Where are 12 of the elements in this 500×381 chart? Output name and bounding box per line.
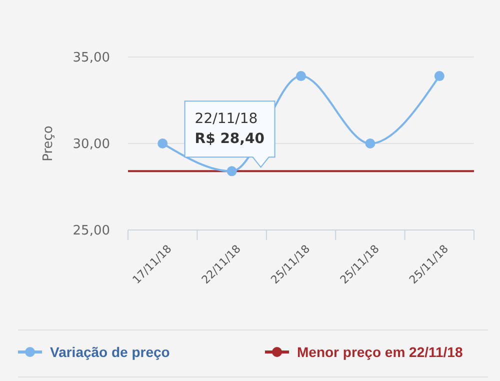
point: [365, 138, 376, 148]
y-axis-title: Preço: [41, 126, 56, 162]
legend-label: Menor preço em 22/11/18: [297, 344, 463, 360]
point: [434, 71, 444, 82]
point: [158, 138, 168, 148]
y-tick-label: 30,00: [72, 137, 110, 152]
y-tick-label: 35,00: [72, 50, 110, 66]
y-tick-label: 25,00: [72, 224, 110, 239]
point: [296, 71, 306, 82]
legend-label: Variação de preço: [50, 344, 170, 360]
point: [226, 166, 237, 176]
annotation: 22/11/18 R$ 28,40: [194, 111, 265, 148]
